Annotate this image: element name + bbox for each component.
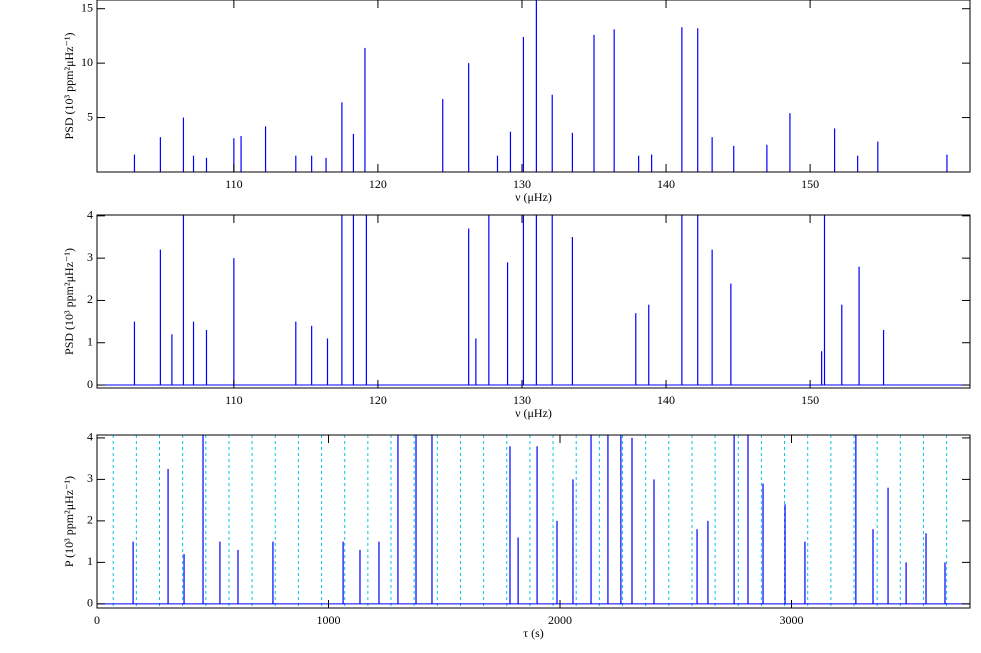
x-tick-label: 1000 <box>317 613 341 627</box>
y-tick-label: 2 <box>87 292 93 306</box>
y-tick-label: 3 <box>87 471 93 485</box>
plot-area <box>97 0 970 172</box>
y-tick-label: 5 <box>87 109 93 123</box>
x-tick-label: 2000 <box>548 613 572 627</box>
x-tick-label: 110 <box>225 393 243 407</box>
y-axis-label: P (10³ ppm²μHz⁻¹) <box>62 476 76 567</box>
x-tick-label: 120 <box>369 393 387 407</box>
plot-area <box>97 215 970 386</box>
y-tick-label: 3 <box>87 250 93 264</box>
y-tick-label: 15 <box>81 0 93 14</box>
x-tick-label: 140 <box>657 177 675 191</box>
x-tick-label: 150 <box>801 393 819 407</box>
y-tick-label: 4 <box>87 430 93 444</box>
y-tick-label: 1 <box>87 554 93 568</box>
y-tick-label: 0 <box>87 377 93 391</box>
x-tick-label: 140 <box>657 393 675 407</box>
frame <box>96 434 971 609</box>
x-tick-label: 130 <box>513 177 531 191</box>
y-tick-label: 4 <box>87 208 93 222</box>
x-tick-label: 3000 <box>780 613 804 627</box>
x-axis-label: τ (s) <box>523 626 543 640</box>
y-tick-label: 0 <box>87 596 93 610</box>
frame <box>96 214 971 389</box>
y-axis-label: PSD (10³ ppm²μHz⁻¹) <box>62 248 76 355</box>
x-tick-label: 0 <box>94 613 100 627</box>
y-tick-label: 1 <box>87 334 93 348</box>
x-tick-label: 130 <box>513 393 531 407</box>
y-tick-label: 10 <box>81 55 93 69</box>
x-tick-label: 110 <box>225 177 243 191</box>
y-tick-label: 2 <box>87 513 93 527</box>
x-axis-label: ν (μHz) <box>515 406 552 420</box>
x-tick-label: 150 <box>801 177 819 191</box>
y-axis-label: PSD (10³ ppm²μHz⁻¹) <box>62 33 76 140</box>
x-axis-label: ν (μHz) <box>515 190 552 204</box>
frame <box>96 0 971 173</box>
x-tick-label: 120 <box>369 177 387 191</box>
plot-area <box>97 435 970 608</box>
